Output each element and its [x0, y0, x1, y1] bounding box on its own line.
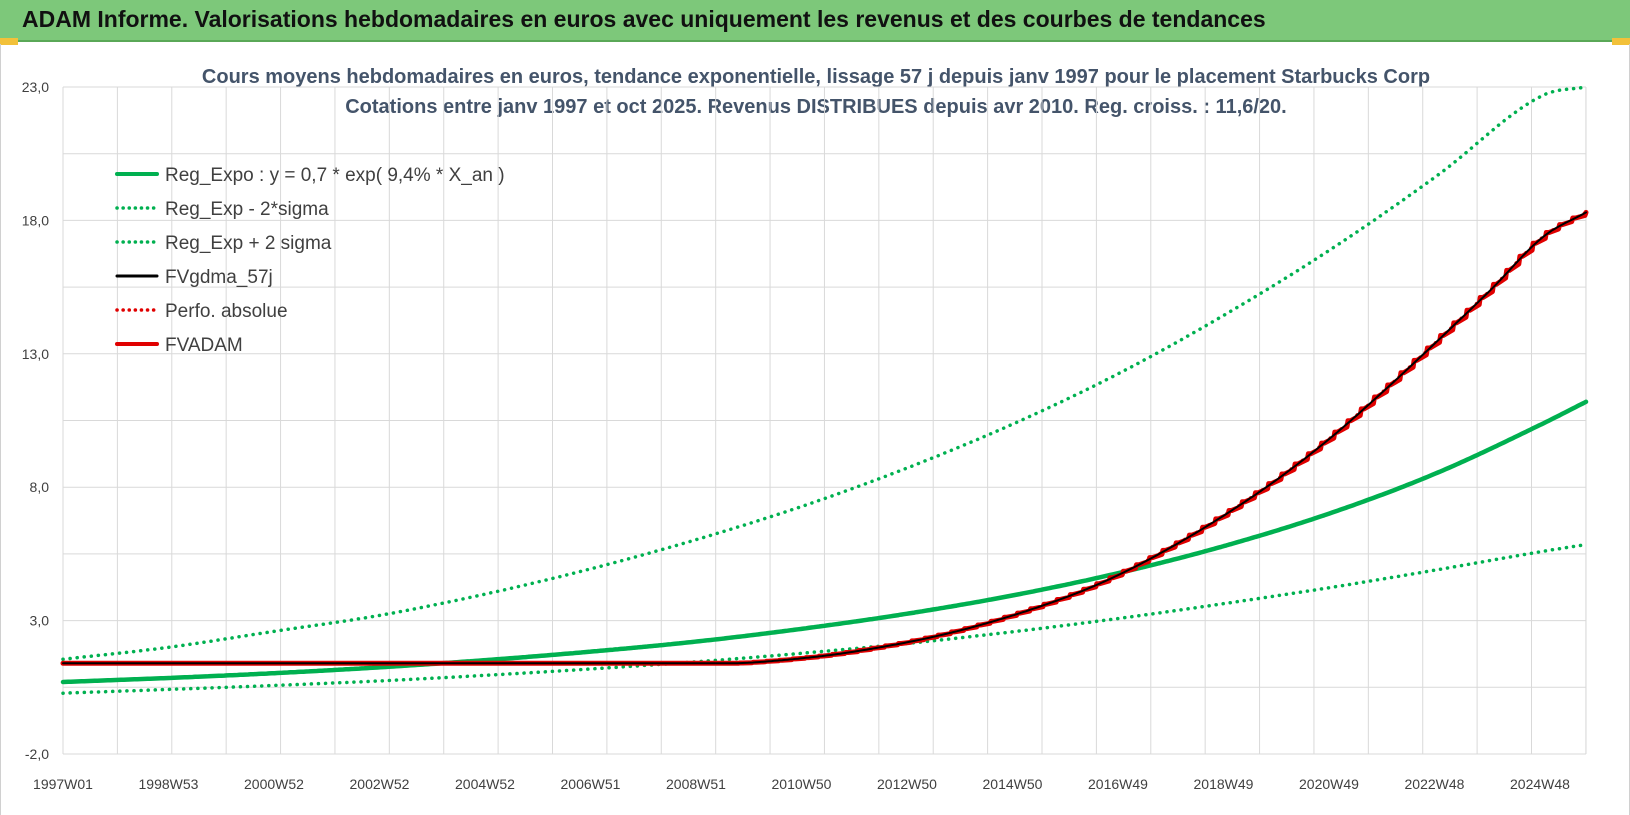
x-tick-label: 2008W51	[666, 776, 726, 792]
chart-area: Cours moyens hebdomadaires en euros, ten…	[0, 44, 1630, 815]
series-lines	[60, 85, 1589, 695]
legend: Reg_Expo : y = 0,7 * exp( 9,4% * X_an ) R…	[115, 165, 505, 356]
x-tick-label: 2022W48	[1405, 776, 1465, 792]
gridlines	[62, 86, 1587, 755]
report-banner: ADAM Informe. Valorisations hebdomadaire…	[0, 0, 1630, 42]
chart-title-line-1: Cours moyens hebdomadaires en euros, ten…	[202, 66, 1430, 88]
y-tick-label: -2,0	[25, 746, 49, 762]
x-tick-label: 2006W51	[561, 776, 621, 792]
series-line-2	[61, 85, 1588, 662]
x-tick-label: 2024W48	[1510, 776, 1570, 792]
legend-label: Reg_Exp + 2 sigma	[165, 233, 332, 254]
y-tick-label: 8,0	[30, 479, 50, 495]
x-tick-label: 2020W49	[1299, 776, 1359, 792]
x-tick-label: 2000W52	[244, 776, 304, 792]
legend-label: Perfo. absolue	[165, 301, 288, 322]
x-tick-label: 2002W52	[350, 776, 410, 792]
series-line-0	[60, 399, 1589, 685]
series-line-1	[61, 542, 1588, 695]
legend-label: Reg_Expo : y = 0,7 * exp( 9,4% * X_an )	[165, 165, 505, 186]
series-line-3	[62, 211, 1587, 665]
line-chart: Cours moyens hebdomadaires en euros, ten…	[22, 66, 1589, 792]
corner-marker-left	[0, 38, 18, 45]
x-tick-label: 2012W50	[877, 776, 937, 792]
legend-label: FVADAM	[165, 335, 243, 356]
chart-title-line-2: Cotations entre janv 1997 et oct 2025. R…	[345, 96, 1287, 118]
y-tick-label: 23,0	[22, 79, 49, 95]
report-title: ADAM Informe. Valorisations hebdomadaire…	[22, 6, 1266, 32]
x-tick-label: 1997W01	[33, 776, 93, 792]
y-tick-label: 3,0	[30, 613, 50, 629]
x-tick-label: 2018W49	[1194, 776, 1254, 792]
x-tick-label: 2016W49	[1088, 776, 1148, 792]
y-tick-label: 18,0	[22, 212, 49, 228]
x-tick-label: 2014W50	[983, 776, 1043, 792]
x-tick-label: 2010W50	[772, 776, 832, 792]
corner-marker-right	[1612, 38, 1630, 45]
y-tick-label: 13,0	[22, 346, 49, 362]
legend-label: FVgdma_57j	[165, 267, 273, 288]
axis-labels: -2,0 3,0 8,0 13,0 18,0 23,0 1997W01 1998W53 2000…	[22, 79, 1570, 792]
x-tick-label: 2004W52	[455, 776, 515, 792]
legend-label: Reg_Exp - 2*sigma	[165, 199, 329, 220]
x-tick-label: 1998W53	[139, 776, 199, 792]
